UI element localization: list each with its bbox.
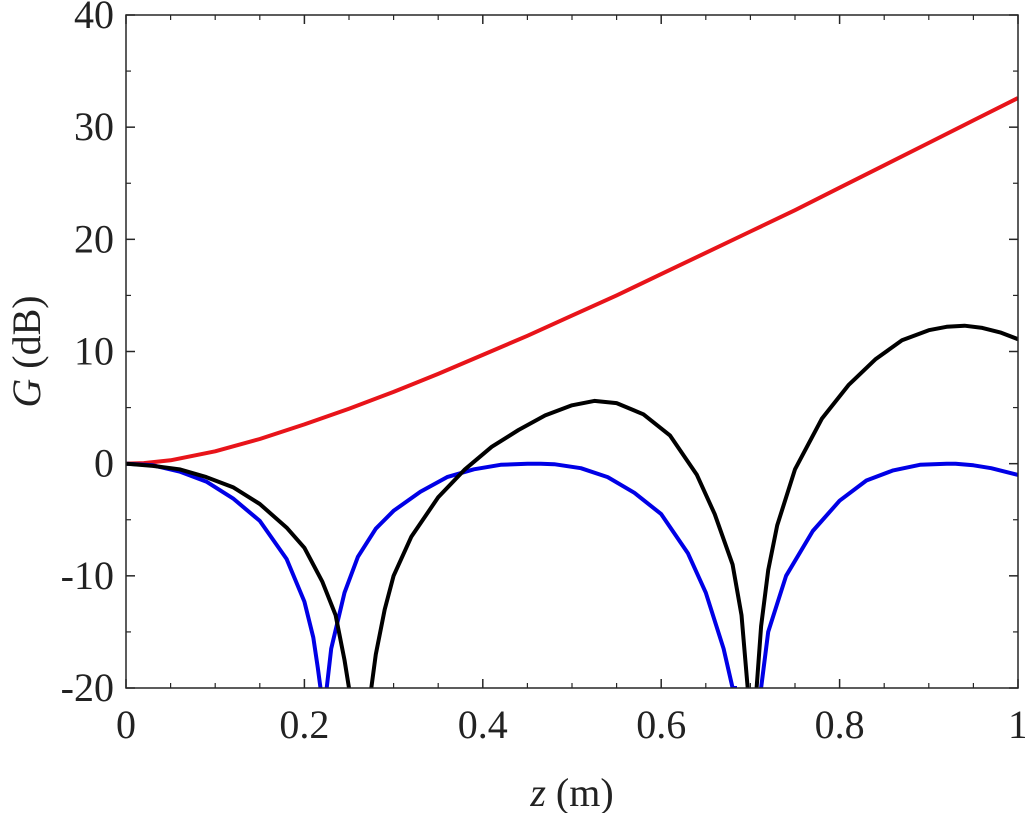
x-axis-variable: z bbox=[529, 770, 546, 813]
y-tick-label: 10 bbox=[74, 329, 114, 374]
y-axis-unit: (dB) bbox=[4, 295, 49, 378]
x-tick-label: 0.8 bbox=[815, 702, 865, 747]
plot-frame bbox=[125, 14, 1019, 689]
y-tick-label: 20 bbox=[74, 216, 114, 261]
y-tick-label: 30 bbox=[74, 104, 114, 149]
x-tick-label: 0.2 bbox=[279, 702, 329, 747]
y-axis-variable: G bbox=[4, 379, 49, 408]
y-tick-label: -20 bbox=[61, 665, 114, 710]
y-tick-label: -10 bbox=[61, 553, 114, 598]
y-tick-label: 0 bbox=[94, 441, 114, 486]
series-line-2 bbox=[126, 461, 1018, 688]
tick-labels: 0 0.2 0.4 0.6 0.8 1 -20 -10 0 10 20 30 40 bbox=[61, 0, 1025, 747]
x-tick-label: 0.4 bbox=[458, 702, 508, 747]
x-axis-unit: (m) bbox=[546, 770, 614, 813]
x-tick-label: 0.6 bbox=[636, 702, 686, 747]
x-axis-title: z (m) bbox=[529, 770, 613, 813]
series-lines bbox=[126, 96, 1018, 688]
y-tick-label: 40 bbox=[74, 0, 114, 37]
series-line-3 bbox=[126, 323, 1018, 688]
x-tick-label: 1 bbox=[1008, 702, 1025, 747]
series-line-1 bbox=[126, 96, 1018, 466]
y-axis-title: G (dB) bbox=[4, 295, 49, 407]
x-tick-label: 0 bbox=[116, 702, 136, 747]
